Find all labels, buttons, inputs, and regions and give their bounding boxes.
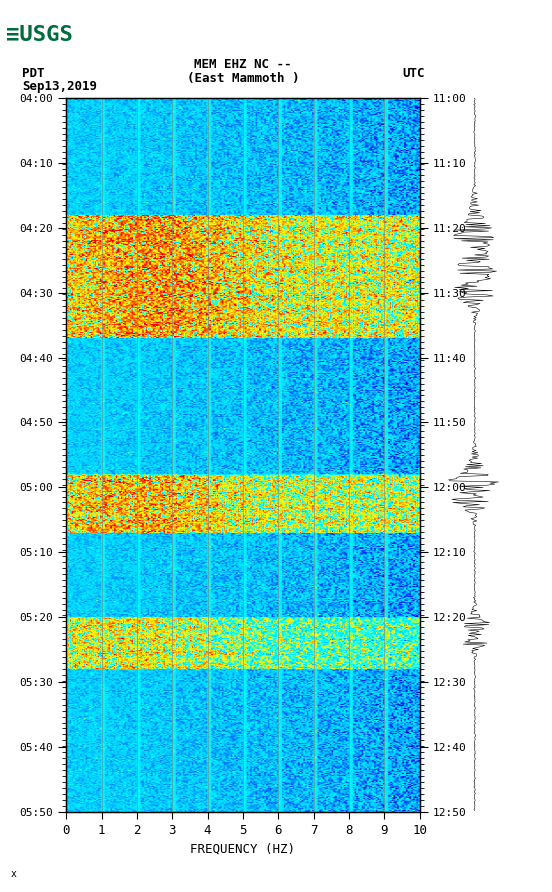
Text: (East Mammoth ): (East Mammoth ) <box>187 71 299 85</box>
Text: x: x <box>11 869 17 879</box>
Text: UTC: UTC <box>402 67 425 80</box>
Text: PDT: PDT <box>22 67 45 80</box>
X-axis label: FREQUENCY (HZ): FREQUENCY (HZ) <box>190 842 295 855</box>
Text: ≡USGS: ≡USGS <box>6 25 72 45</box>
Text: MEM EHZ NC --: MEM EHZ NC -- <box>194 58 291 71</box>
Text: Sep13,2019: Sep13,2019 <box>22 79 97 93</box>
